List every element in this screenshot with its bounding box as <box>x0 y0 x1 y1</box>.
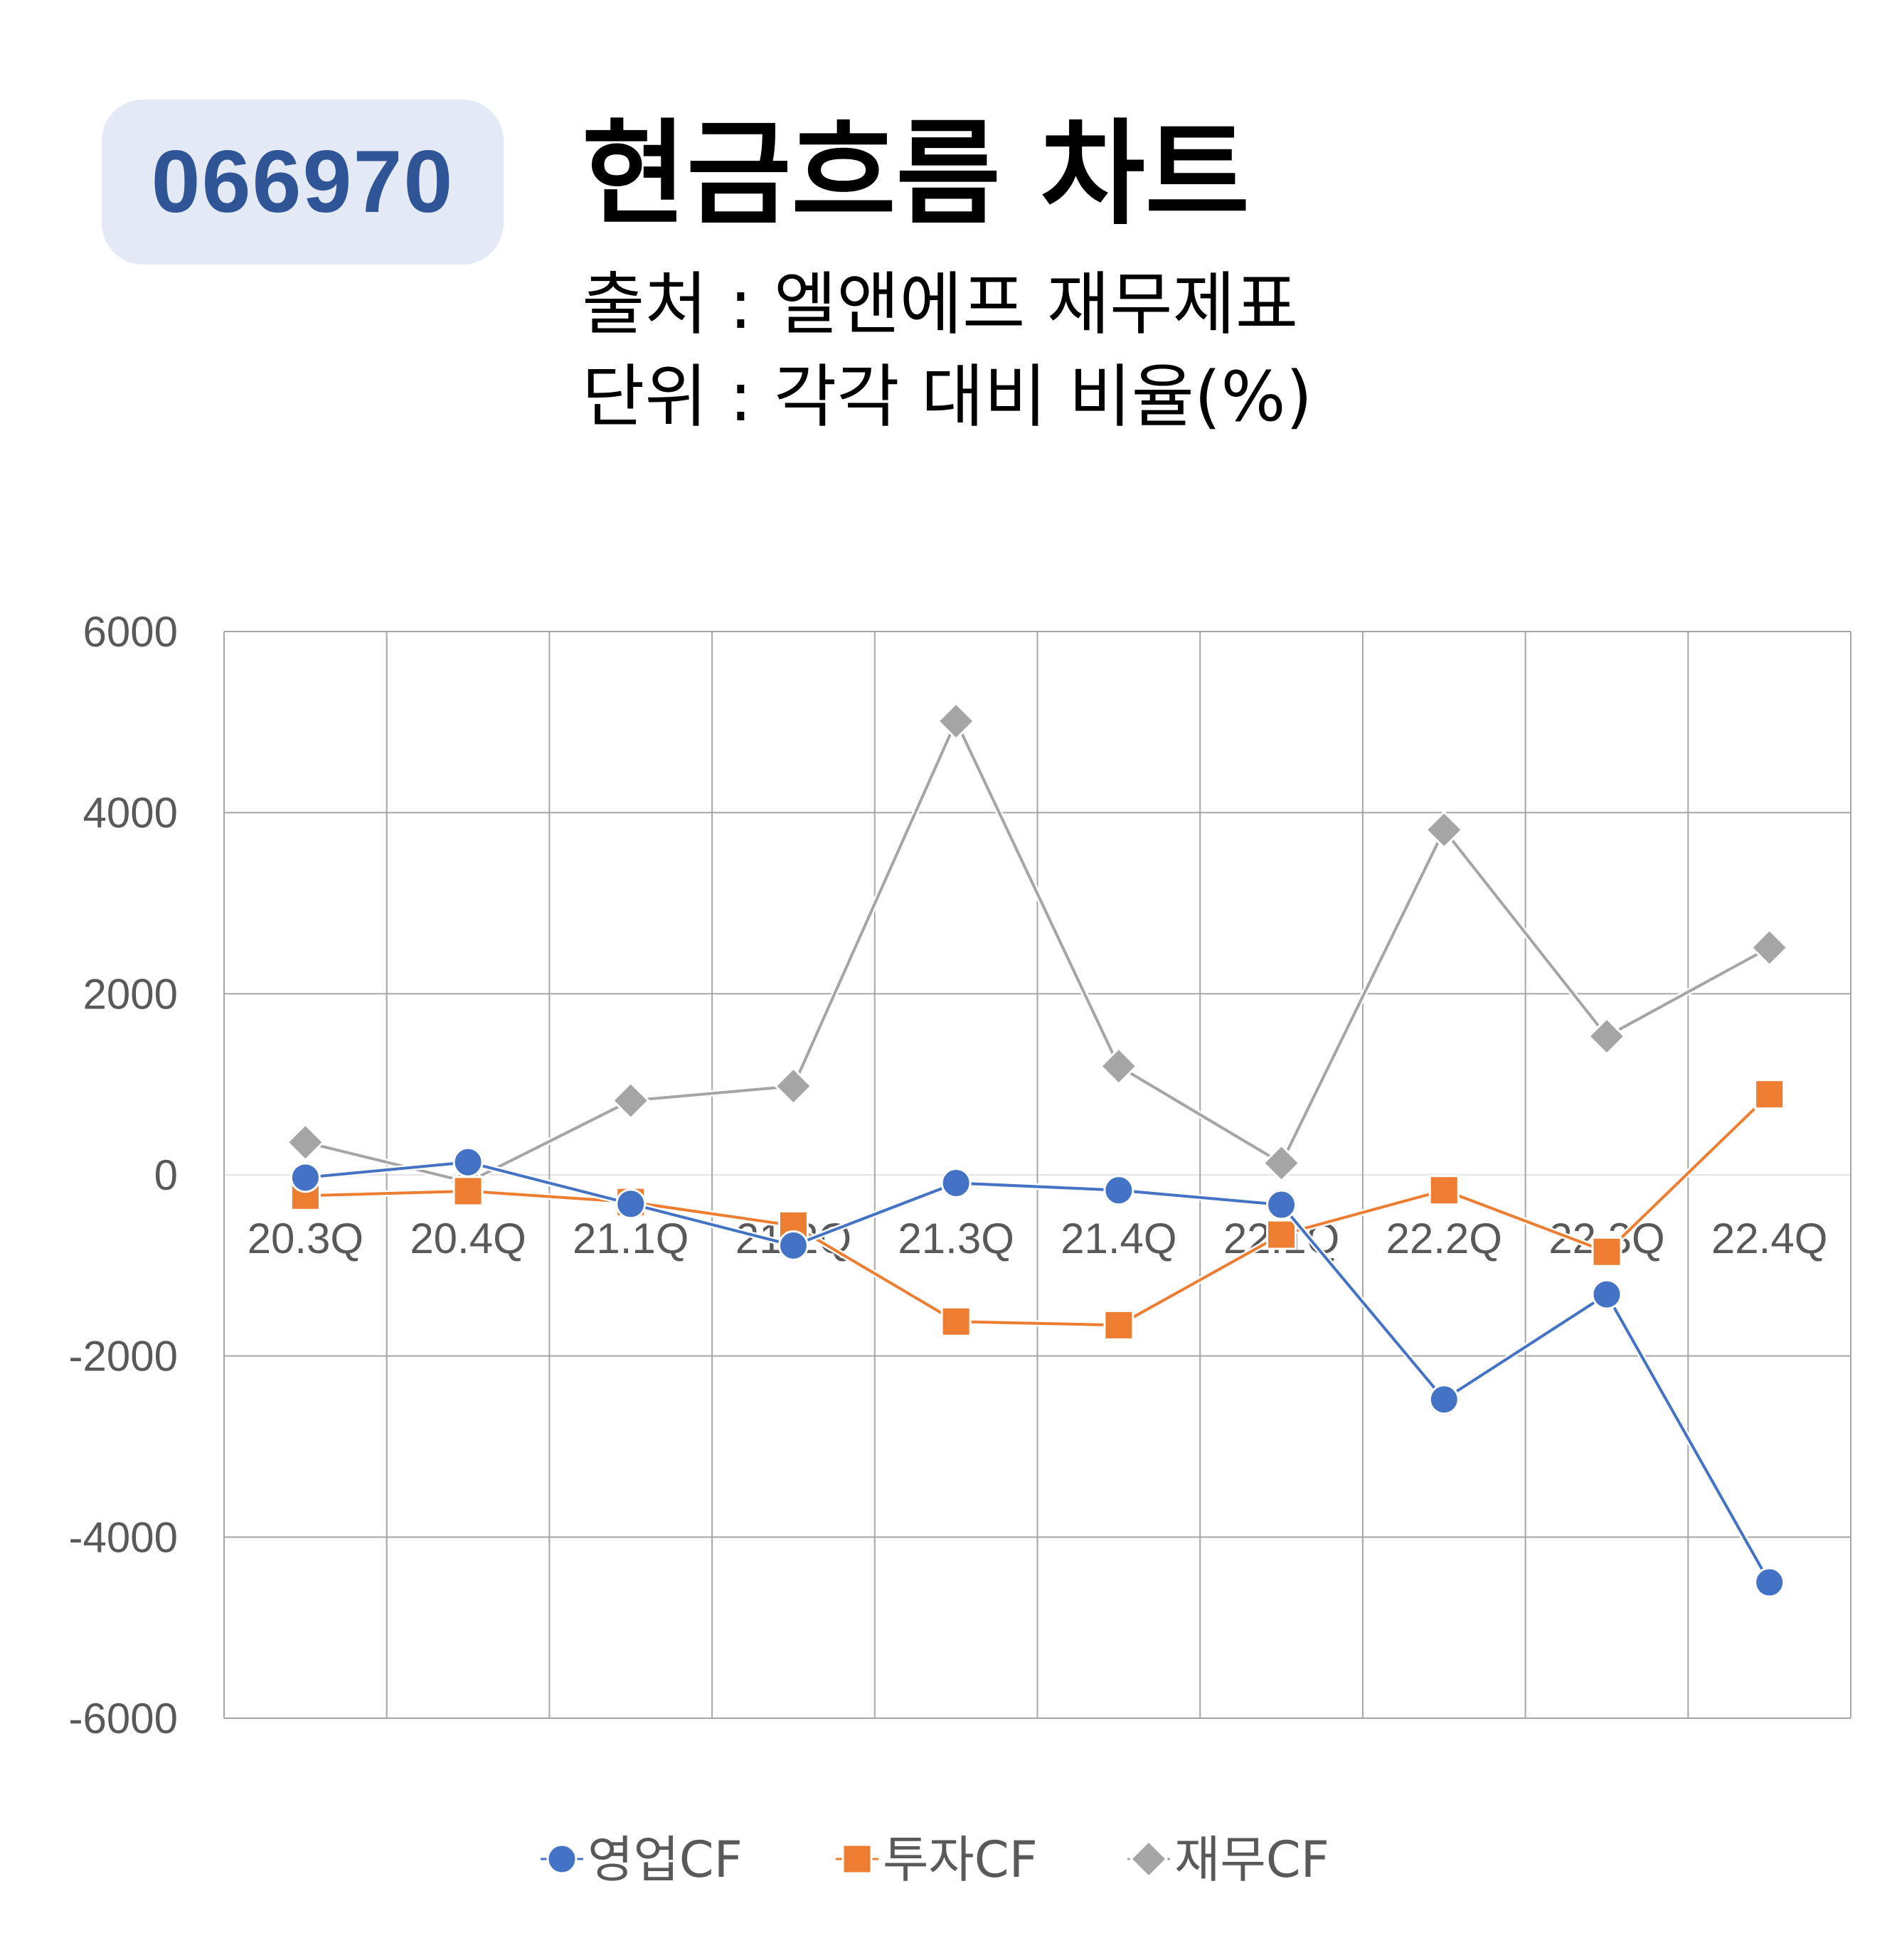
series-financing <box>286 701 1789 1202</box>
stock-code-badge: 066970 <box>102 100 504 265</box>
series-line <box>305 1161 1771 1583</box>
data-point <box>452 1176 484 1207</box>
source-line: 출처 : 엘앤에프 재무제표 <box>582 265 1299 344</box>
data-point <box>841 1843 873 1875</box>
data-point <box>1129 1839 1169 1879</box>
y-tick-label: -4000 <box>69 1513 178 1561</box>
y-tick-label: -2000 <box>69 1333 178 1380</box>
legend-label: 투자CF <box>883 1831 1038 1889</box>
data-point <box>940 1167 972 1198</box>
data-point <box>774 1067 813 1106</box>
data-point <box>1428 1384 1460 1415</box>
data-point <box>289 1162 321 1193</box>
data-point <box>1591 1279 1622 1310</box>
data-point <box>1103 1309 1135 1341</box>
x-tick-label: 21.1Q <box>573 1215 689 1262</box>
data-point <box>615 1188 647 1220</box>
chart-series <box>286 701 1789 1598</box>
data-point <box>611 1081 650 1120</box>
y-tick-label: 6000 <box>83 608 178 656</box>
y-tick-label: 0 <box>154 1151 178 1199</box>
chart-grid <box>223 631 1851 1719</box>
data-point <box>546 1843 578 1875</box>
data-point <box>1750 928 1789 967</box>
legend-label: 재무CF <box>1174 1831 1329 1889</box>
x-tick-label: 22.2Q <box>1386 1215 1502 1262</box>
data-point <box>1262 1144 1301 1183</box>
data-point <box>1591 1236 1622 1267</box>
y-tick-label: -6000 <box>69 1695 178 1742</box>
data-point <box>1587 1017 1627 1056</box>
x-tick-label: 21.4Q <box>1061 1215 1176 1262</box>
unit-line: 단위 : 각각 대비 비율(%) <box>582 357 1313 437</box>
data-point <box>452 1146 484 1178</box>
data-point <box>1754 1567 1785 1598</box>
data-point <box>286 1123 325 1162</box>
chart-legend: 영업CF 투자CF 재무CF <box>541 1831 1329 1889</box>
data-point <box>1754 1079 1785 1110</box>
data-point <box>1428 1175 1460 1206</box>
data-point <box>1266 1189 1297 1220</box>
y-tick-label: 2000 <box>83 970 178 1018</box>
legend-label: 영업CF <box>588 1831 743 1889</box>
series-line <box>305 1093 1771 1327</box>
series-investing <box>289 1079 1785 1341</box>
x-tick-label: 22.4Q <box>1711 1215 1827 1262</box>
chart-title: 현금흐름 차트 <box>582 107 1250 240</box>
x-tick-label: 21.3Q <box>898 1215 1014 1262</box>
data-point <box>777 1230 809 1261</box>
data-point <box>1099 1047 1138 1086</box>
data-point <box>940 1306 972 1337</box>
data-point <box>1266 1219 1297 1250</box>
cash-flow-chart: 6000 4000 2000 0 -2000 -4000 -6000 20.3Q 20.4Q 2… <box>69 608 1851 1889</box>
data-point <box>937 701 976 741</box>
y-tick-label: 4000 <box>83 789 178 837</box>
data-point <box>1103 1175 1135 1206</box>
stock-code: 066970 <box>151 133 455 231</box>
series-line <box>304 720 1770 1184</box>
data-point <box>1425 810 1464 849</box>
series-operating <box>289 1146 1785 1598</box>
x-tick-label: 20.3Q <box>248 1215 363 1262</box>
y-axis-ticks: 6000 4000 2000 0 -2000 -4000 -6000 <box>69 608 178 1742</box>
x-tick-label: 20.4Q <box>410 1215 526 1262</box>
